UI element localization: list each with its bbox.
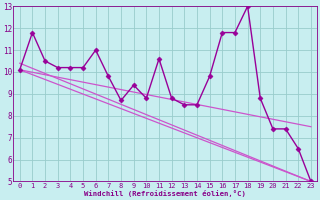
X-axis label: Windchill (Refroidissement éolien,°C): Windchill (Refroidissement éolien,°C) [84, 190, 246, 197]
